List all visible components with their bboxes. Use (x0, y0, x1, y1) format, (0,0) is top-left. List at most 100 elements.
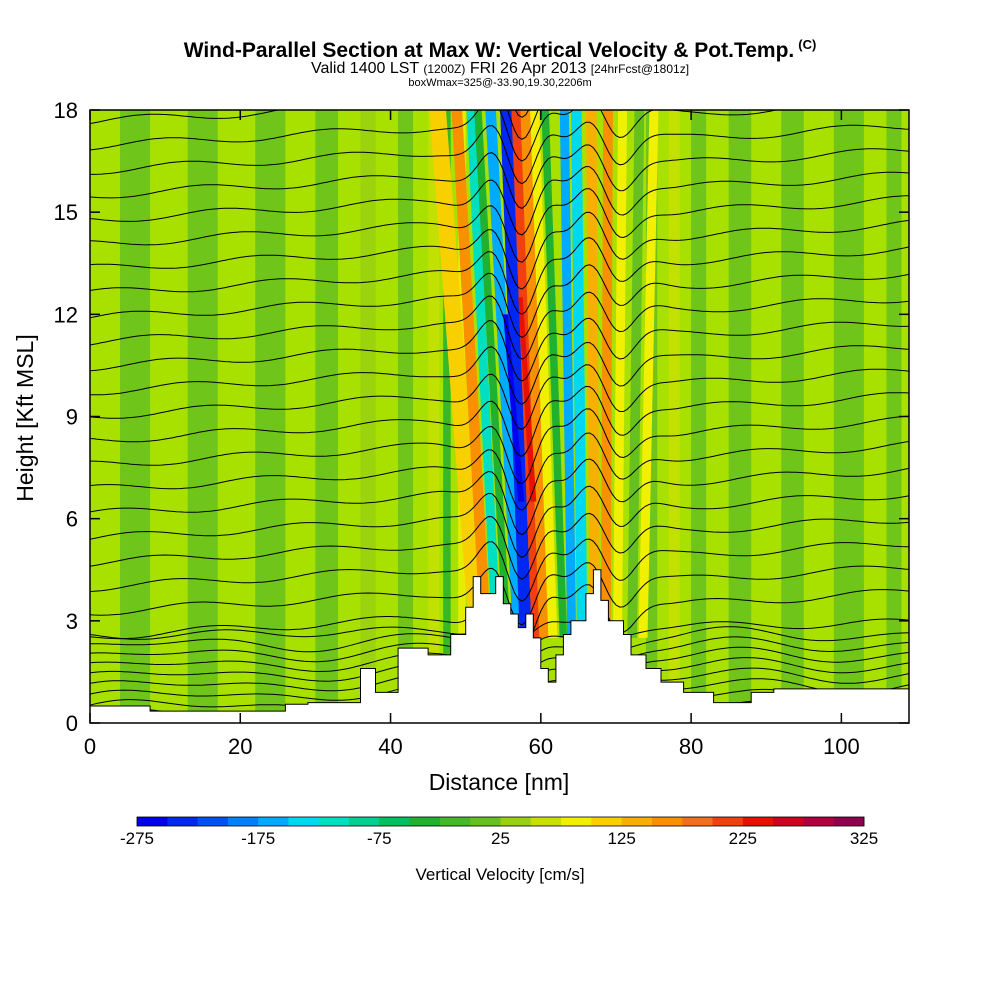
colorbar-swatch (682, 817, 713, 826)
x-tick-label: 100 (823, 734, 860, 759)
field-band (668, 110, 680, 723)
updraft-band (541, 110, 568, 638)
x-axis-label: Distance [nm] (429, 769, 570, 795)
colorbar-swatch (651, 817, 683, 826)
theta-contour (90, 485, 909, 558)
colorbar-swatch (833, 817, 865, 826)
colorbar-label: Vertical Velocity [cm/s] (415, 865, 584, 884)
field-band (428, 110, 440, 723)
colorbar-tick-label: 125 (607, 829, 635, 848)
colorbar-swatch (530, 817, 562, 826)
updraft-band (485, 110, 524, 638)
colorbar-swatch (288, 817, 320, 826)
colorbar-tick-label: 225 (729, 829, 757, 848)
theta-contour (90, 264, 909, 338)
colorbar-tick-label: -275 (120, 829, 154, 848)
colorbar-swatch (379, 817, 411, 826)
theta-contour (90, 342, 909, 405)
x-tick-label: 80 (679, 734, 703, 759)
field-band (728, 110, 752, 723)
colorbar-swatch (591, 817, 623, 826)
field-band (315, 110, 338, 723)
field-band (691, 110, 707, 723)
chart-title: Wind-Parallel Section at Max W: Vertical… (183, 37, 817, 62)
colorbar-swatch (349, 817, 380, 826)
theta-contour (90, 364, 909, 430)
theta-contour (90, 317, 909, 382)
field-band (781, 110, 804, 723)
updraft-band (600, 110, 613, 638)
colorbar-swatch (621, 817, 653, 826)
theta-contour (514, 110, 530, 118)
colorbar-swatch (742, 817, 774, 826)
theta-contour (90, 291, 909, 360)
colorbar-swatch (773, 817, 804, 826)
theta-contour (90, 188, 909, 263)
colorbar-swatch (409, 817, 441, 826)
y-tick-label: 9 (66, 405, 78, 430)
theta-contour (90, 144, 909, 209)
theta-contour (90, 432, 909, 511)
theta-contour (90, 121, 909, 185)
updraft-band (559, 110, 577, 638)
theta-contour (90, 17, 909, 94)
updraft-band (627, 110, 645, 638)
y-tick-label: 6 (66, 507, 78, 532)
downdraft-core (503, 314, 525, 502)
x-tick-label: 40 (378, 734, 402, 759)
colorbar-swatch (500, 817, 532, 826)
field-band (398, 110, 414, 723)
y-tick-label: 18 (54, 98, 78, 123)
x-axis: 0 20 40 60 80 100 (84, 110, 860, 759)
field-band (443, 110, 451, 723)
colorbar-swatch (167, 817, 198, 826)
chart-subtitle-2: boxWmax=325@-33.90,19.30,2206m (408, 77, 592, 89)
colorbar-tick-label: 25 (491, 829, 510, 848)
theta-contour (90, 512, 909, 580)
theta-contour (90, 110, 625, 140)
colorbar-swatch (137, 817, 168, 826)
colorbar-swatch (439, 817, 471, 826)
theta-contour (90, 237, 909, 315)
field-band (255, 110, 286, 723)
colorbar-swatch (258, 817, 289, 826)
colorbar-swatch (470, 817, 501, 826)
updraft-band (638, 110, 659, 638)
terrain-mask (90, 569, 909, 723)
theta-contour (90, 211, 909, 290)
x-tick-label: 20 (228, 734, 252, 759)
y-tick-label: 0 (66, 711, 78, 736)
colorbar-swatch (197, 817, 229, 826)
theta-contour (90, 385, 909, 457)
field-band (886, 110, 902, 723)
y-tick-label: 3 (66, 609, 78, 634)
updraft-band (612, 110, 628, 638)
colorbar: -275 -175 -75 25 125 225 325 (120, 816, 878, 848)
updraft-band (429, 110, 486, 638)
updraft-band (586, 110, 601, 638)
colorbar-frame (136, 816, 865, 827)
colorbar-swatch (712, 817, 744, 826)
theta-contour (90, 165, 909, 236)
theta-contour (90, 458, 909, 536)
terrain (90, 569, 909, 723)
x-tick-label: 60 (529, 734, 553, 759)
x-tick-label: 0 (84, 734, 96, 759)
chart-subtitle: Valid 1400 LST (1200Z) FRI 26 Apr 2013 [… (310, 60, 690, 77)
theta-contour (90, 538, 909, 602)
colorbar-swatch (227, 817, 259, 826)
y-axis: 0 3 6 9 12 15 18 (54, 98, 909, 736)
y-tick-label: 15 (54, 200, 78, 225)
colorbar-tick-label: 325 (850, 829, 878, 848)
theta-contours (90, 17, 909, 723)
colorbar-tick-label: -75 (367, 829, 392, 848)
updraft-band (571, 110, 588, 638)
colorbar-swatch (318, 817, 350, 826)
colorbar-swatch (803, 817, 835, 826)
colorbar-swatch (561, 817, 592, 826)
y-axis-label: Height [Kft MSL] (12, 334, 38, 501)
colorbar-tick-label: -175 (241, 829, 275, 848)
updraft-band (530, 110, 558, 638)
updraft-band (520, 110, 550, 638)
